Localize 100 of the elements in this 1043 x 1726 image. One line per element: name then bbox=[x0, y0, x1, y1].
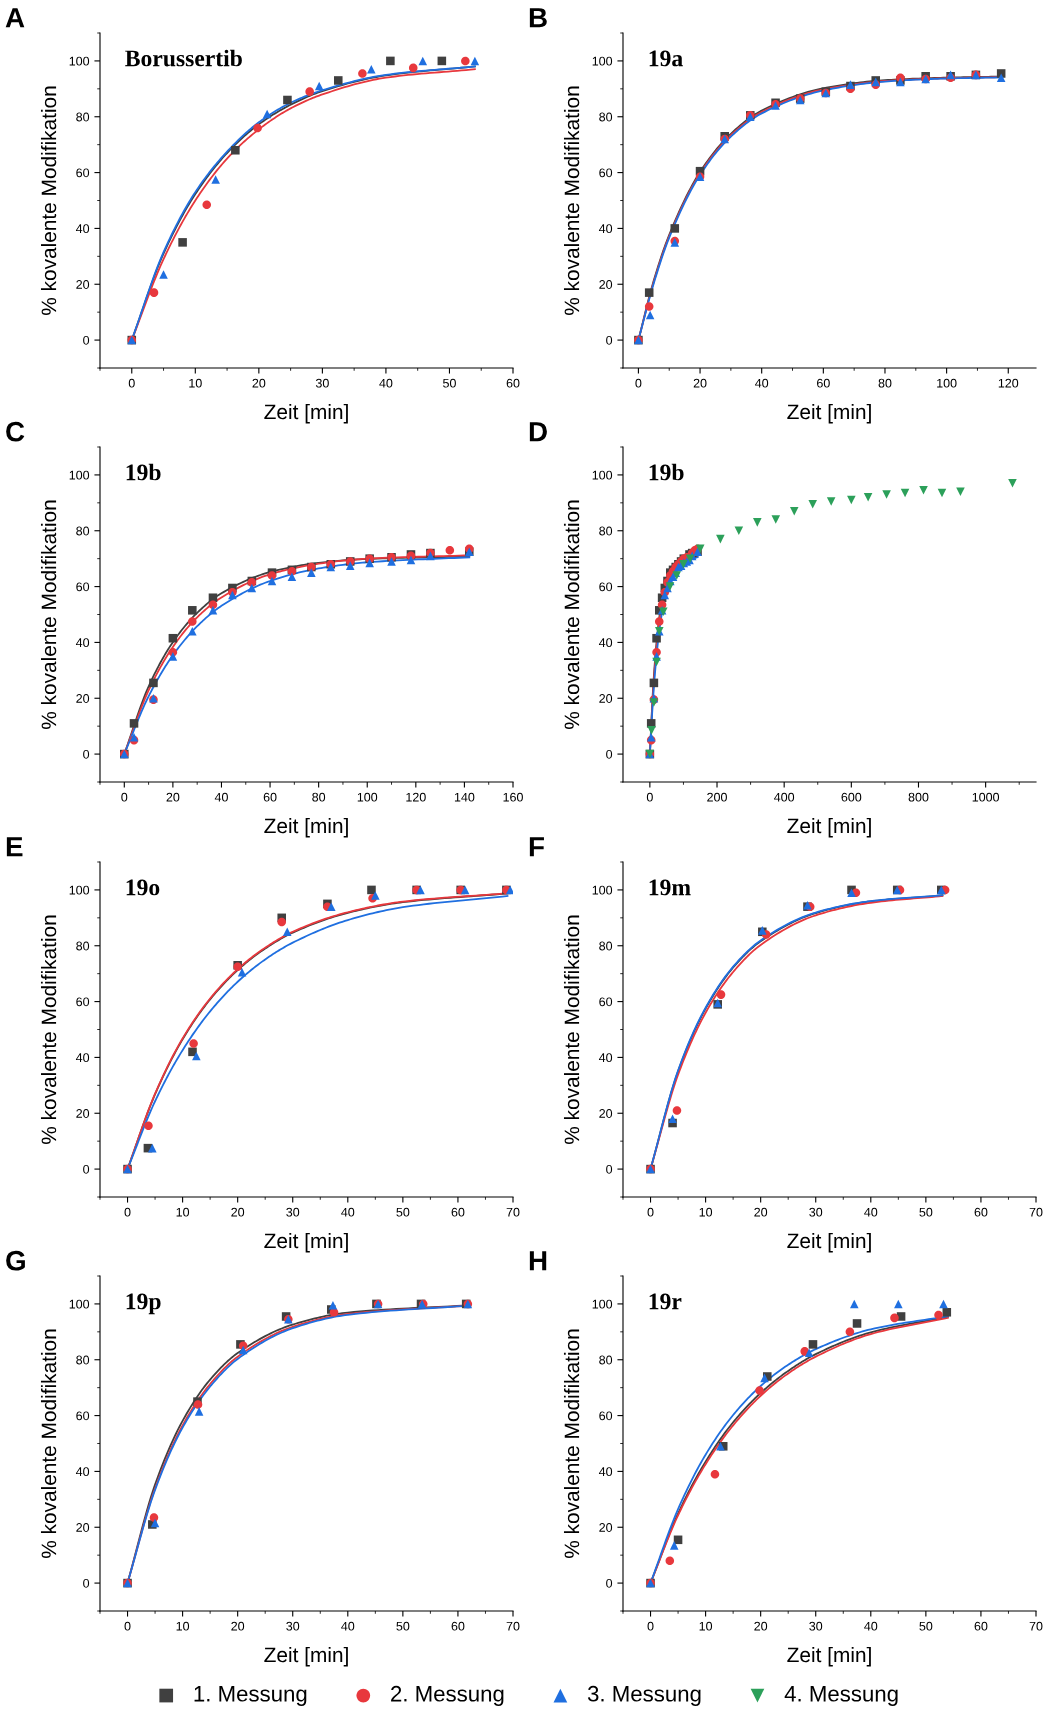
annotation: 19p bbox=[126, 1293, 161, 1315]
x-tick-label: 0 bbox=[121, 792, 128, 802]
x-tick-label: 0 bbox=[124, 1621, 131, 1631]
x-tick-label: 800 bbox=[908, 792, 929, 802]
x-tick-label: 40 bbox=[379, 378, 393, 388]
x-tick-label: 10 bbox=[176, 1207, 190, 1217]
x-tick-label: 20 bbox=[693, 378, 707, 388]
chart-title: H bbox=[529, 1251, 547, 1271]
x-axis-title: Zeit [min] bbox=[264, 403, 348, 424]
y-tick-label: 100 bbox=[69, 1299, 90, 1309]
x-tick-label: 70 bbox=[1029, 1621, 1043, 1631]
x-tick-label: 40 bbox=[864, 1207, 878, 1217]
x-tick-label: 0 bbox=[647, 1207, 654, 1217]
y-tick-label: 40 bbox=[598, 638, 613, 648]
y-tick-label: 20 bbox=[599, 1523, 613, 1532]
x-tick-label: 60 bbox=[974, 1207, 988, 1217]
chart-title: B bbox=[529, 8, 547, 28]
annotation: 19o bbox=[126, 879, 160, 896]
x-tick-label: 140 bbox=[454, 792, 475, 802]
x-tick-label: 400 bbox=[774, 792, 795, 802]
x-tick-label: 50 bbox=[396, 1207, 410, 1217]
y-tick-label: 80 bbox=[599, 112, 613, 122]
x-tick-label: 0 bbox=[646, 792, 653, 802]
y-tick-label: 40 bbox=[75, 1053, 90, 1063]
x-tick-label: 60 bbox=[817, 378, 830, 388]
y-tick-label: 0 bbox=[606, 1164, 613, 1174]
x-tick-label: 0 bbox=[128, 378, 135, 388]
y-tick-label: 100 bbox=[69, 470, 90, 480]
y-tick-label: 80 bbox=[76, 1355, 90, 1365]
y-axis-title: % kovalente Modifikation bbox=[563, 915, 580, 1144]
x-tick-label: 200 bbox=[707, 792, 727, 802]
y-tick-label: 60 bbox=[76, 997, 90, 1007]
legend-label: 1. Messung bbox=[194, 1686, 307, 1706]
y-tick-label: 100 bbox=[592, 885, 613, 895]
x-tick-label: 60 bbox=[451, 1207, 465, 1217]
x-tick-label: 160 bbox=[503, 792, 523, 802]
annotation: 19a bbox=[649, 50, 683, 67]
y-axis-title: % kovalente Modifikation bbox=[563, 500, 580, 729]
y-tick-label: 20 bbox=[76, 1109, 90, 1118]
x-tick-label: 70 bbox=[1029, 1207, 1043, 1217]
annotation: 19b bbox=[126, 463, 161, 481]
x-axis-title: Zeit [min] bbox=[264, 817, 348, 838]
y-tick-label: 100 bbox=[69, 56, 90, 66]
chart-title: F bbox=[529, 837, 544, 857]
y-axis-title: % kovalente Modifikation bbox=[563, 86, 580, 315]
x-tick-label: 120 bbox=[406, 792, 426, 802]
x-tick-label: 30 bbox=[315, 378, 329, 388]
chart-title: C bbox=[6, 421, 25, 442]
x-tick-label: 30 bbox=[809, 1621, 823, 1631]
y-tick-label: 20 bbox=[599, 280, 613, 289]
x-axis-title: Zeit [min] bbox=[787, 1232, 871, 1253]
x-tick-label: 50 bbox=[919, 1207, 933, 1217]
chart-title: G bbox=[6, 1250, 25, 1271]
y-tick-label: 40 bbox=[75, 1467, 90, 1477]
x-axis-title: Zeit [min] bbox=[787, 403, 871, 424]
x-tick-label: 20 bbox=[754, 1621, 768, 1631]
x-tick-label: 60 bbox=[263, 792, 277, 802]
annotation: Borussertib bbox=[125, 49, 242, 67]
y-tick-label: 100 bbox=[69, 885, 90, 895]
y-tick-label: 100 bbox=[592, 470, 613, 480]
y-axis-title: % kovalente Modifikation bbox=[40, 1329, 57, 1558]
x-tick-label: 100 bbox=[937, 378, 957, 388]
x-tick-label: 100 bbox=[357, 792, 378, 802]
x-axis-title: Zeit [min] bbox=[264, 1646, 348, 1667]
chart-title: A bbox=[5, 8, 25, 28]
x-tick-label: 30 bbox=[286, 1621, 300, 1631]
x-tick-label: 60 bbox=[506, 378, 520, 388]
y-tick-label: 60 bbox=[599, 1411, 613, 1421]
y-tick-label: 80 bbox=[599, 526, 613, 536]
y-tick-label: 100 bbox=[592, 56, 613, 66]
y-axis-title: % kovalente Modifikation bbox=[563, 1329, 580, 1558]
y-tick-label: 80 bbox=[599, 941, 613, 951]
x-tick-label: 50 bbox=[919, 1621, 933, 1631]
y-tick-label: 100 bbox=[592, 1299, 613, 1309]
y-tick-label: 80 bbox=[599, 1355, 613, 1365]
y-tick-label: 0 bbox=[83, 749, 90, 759]
x-tick-label: 40 bbox=[864, 1621, 878, 1631]
x-tick-label: 0 bbox=[647, 1621, 654, 1631]
y-tick-label: 20 bbox=[599, 694, 613, 703]
y-tick-label: 60 bbox=[599, 997, 613, 1007]
legend-label: 4. Messung bbox=[784, 1686, 898, 1706]
x-tick-label: 20 bbox=[166, 792, 180, 802]
y-tick-label: 60 bbox=[599, 168, 613, 178]
y-tick-label: 0 bbox=[83, 335, 90, 345]
x-tick-label: 40 bbox=[341, 1621, 355, 1631]
y-tick-label: 80 bbox=[76, 526, 90, 536]
annotation: 19m bbox=[649, 879, 691, 896]
legend-label: 3. Messung bbox=[587, 1685, 701, 1706]
y-axis-title: % kovalente Modifikation bbox=[40, 915, 57, 1144]
x-tick-label: 120 bbox=[998, 378, 1019, 388]
x-axis-title: Zeit [min] bbox=[264, 1232, 348, 1253]
x-tick-label: 70 bbox=[506, 1621, 520, 1631]
chart-title: D bbox=[529, 422, 547, 442]
x-tick-label: 10 bbox=[176, 1621, 190, 1631]
y-tick-label: 80 bbox=[76, 112, 90, 122]
x-tick-label: 1000 bbox=[972, 792, 1000, 802]
y-tick-label: 40 bbox=[598, 224, 613, 234]
x-tick-label: 10 bbox=[699, 1207, 713, 1217]
x-tick-label: 10 bbox=[189, 378, 202, 388]
legend-label: 2. Messung bbox=[391, 1685, 504, 1706]
